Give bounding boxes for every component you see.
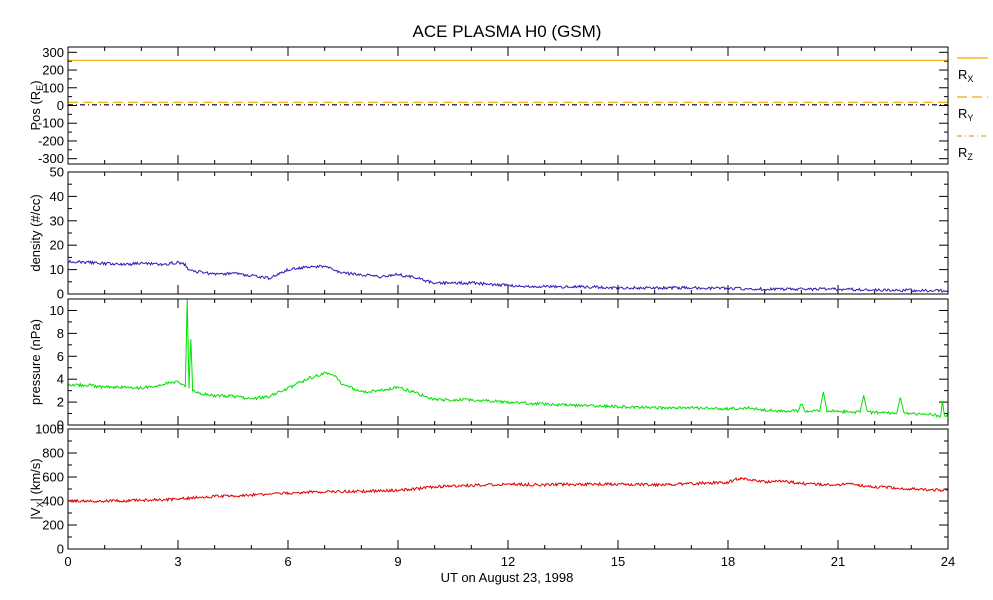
xtick-label: 3: [174, 554, 181, 569]
ytick-label: 300: [42, 45, 64, 60]
ytick-label: 10: [50, 303, 64, 318]
ytick-label: 0: [57, 542, 64, 557]
ytick-label: 0: [57, 98, 64, 113]
ytick-label: 30: [50, 213, 64, 228]
ytick-label: 20: [50, 238, 64, 253]
ytick-label: 6: [57, 349, 64, 364]
legend-label-x: RX: [958, 67, 973, 84]
ytick-label: 800: [42, 446, 64, 461]
chart-title: ACE PLASMA H0 (GSM): [413, 22, 602, 41]
y-axis-label: |VX| (km/s): [28, 458, 45, 519]
ytick-label: 400: [42, 494, 64, 509]
xtick-label: 6: [284, 554, 291, 569]
xtick-label: 21: [831, 554, 845, 569]
y-axis-label: Pos (RE): [28, 80, 45, 130]
panel-3: 1000 800 600 400 200 0 |VX| (km/s) 0 3 6 9 12 15 18 21…: [28, 422, 955, 586]
xtick-label: 9: [394, 554, 401, 569]
ytick-label: 200: [42, 518, 64, 533]
ytick-label: 0: [57, 287, 64, 302]
ytick-label: 10: [50, 262, 64, 277]
plot-frame: [67, 428, 949, 550]
xtick-label: 24: [941, 554, 955, 569]
plot-frame: [67, 298, 949, 426]
y-axis-label: density (#/cc): [28, 194, 43, 271]
xtick-label: 0: [64, 554, 71, 569]
legend-label-z: RZ: [958, 145, 973, 162]
ytick-label: -300: [38, 151, 64, 166]
xtick-label: 12: [501, 554, 515, 569]
ytick-label: 0: [57, 418, 64, 433]
panel-1: 50 40 30 20 10 0 density (#/cc): [28, 165, 949, 302]
ytick-label: 8: [57, 326, 64, 341]
ytick-label: 2: [57, 395, 64, 410]
series-line-2: [67, 298, 949, 419]
panel-0: 300 200 100 0 -100 -200 -300 Pos (RE) RX RY RZ: [28, 45, 988, 166]
panel-2: 10 8 6 4 2 0 pressure (nPa): [28, 298, 949, 433]
legend-label-y: RY: [958, 106, 973, 123]
ytick-label: -100: [38, 116, 64, 131]
series-line-3: [67, 476, 949, 504]
ytick-label: 100: [42, 80, 64, 95]
plot-frame: [67, 46, 949, 165]
ytick-label: 600: [42, 470, 64, 485]
series-line-1: [67, 259, 949, 293]
ytick-label: 40: [50, 189, 64, 204]
ytick-label: 1000: [35, 422, 64, 437]
ytick-label: -200: [38, 133, 64, 148]
y-axis-label: pressure (nPa): [28, 319, 43, 405]
plot-frame: [67, 171, 949, 295]
ytick-label: 50: [50, 165, 64, 180]
ytick-label: 200: [42, 63, 64, 78]
ytick-label: 4: [57, 372, 64, 387]
xtick-label: 18: [721, 554, 735, 569]
x-axis-label: UT on August 23, 1998: [441, 570, 574, 585]
xtick-label: 15: [611, 554, 625, 569]
